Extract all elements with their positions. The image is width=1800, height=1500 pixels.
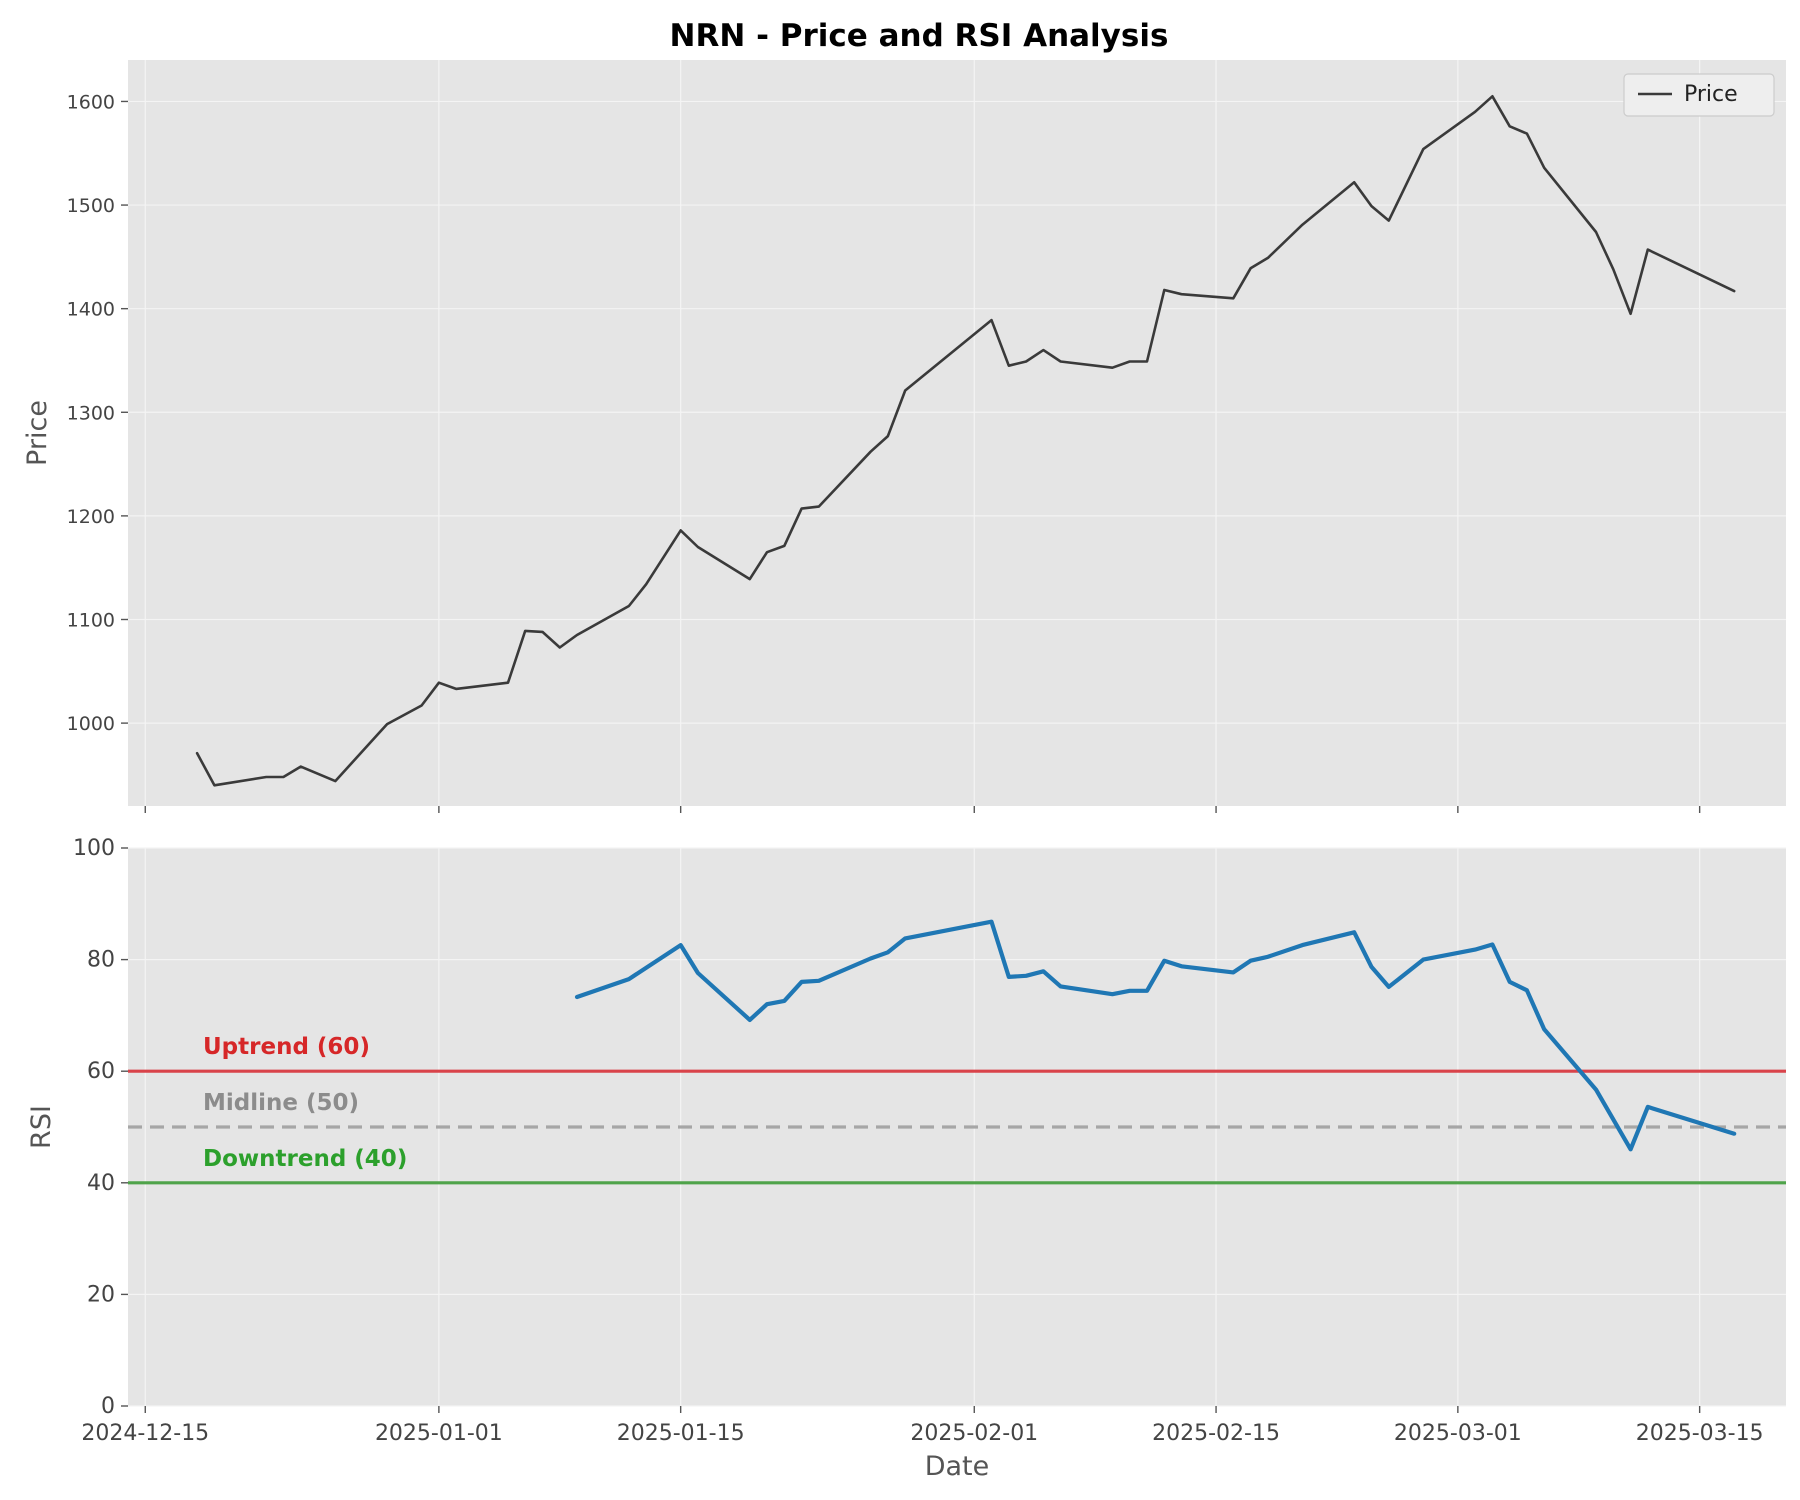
series-line-price (195, 95, 1736, 787)
legend-entry-price: Price (1684, 82, 1738, 107)
x-tick-label: 2025-01-01 (375, 1421, 503, 1446)
threshold-label: Midline (50) (203, 1090, 359, 1116)
x-tick-label: 2025-02-15 (1152, 1421, 1280, 1446)
price-y-ticks: 1000 1100 1200 1300 1400 1500 1600 (67, 91, 128, 735)
y-tick-label: 60 (87, 1059, 115, 1084)
y-tick-label: 1000 (67, 713, 115, 735)
y-tick-label: 100 (73, 836, 115, 861)
y-tick-label: 0 (101, 1394, 115, 1419)
price-y-axis-label: Price (22, 400, 53, 466)
rsi-x-ticks: 2024-12-15 2025-01-01 2025-01-15 2025-02-01… (81, 1406, 1764, 1446)
rsi-y-ticks: 0 20 40 60 80 100 (73, 836, 128, 1419)
legend-box (1623, 73, 1775, 117)
y-tick-label: 1300 (67, 402, 115, 424)
price-gridlines (128, 60, 1786, 806)
threshold-label: Downtrend (40) (203, 1146, 407, 1172)
price-legend: Price (1623, 73, 1775, 117)
y-tick-label: 1100 (67, 610, 115, 632)
x-tick-label: 2025-02-01 (910, 1421, 1038, 1446)
x-tick-label: 2025-01-15 (617, 1421, 745, 1446)
y-tick-label: 1200 (67, 506, 115, 528)
x-tick-label: 2024-12-15 (81, 1421, 209, 1446)
series-line-rsi (574, 919, 1737, 1152)
y-tick-label: 80 (87, 948, 115, 973)
y-tick-label: 1500 (67, 195, 115, 217)
price-panel: 1000 1100 1200 1300 1400 1500 1600 Price Price (22, 60, 1786, 813)
rsi-panel: 0 20 40 60 80 100 2024-12-15 2025-01-01 2025-01… (26, 836, 1786, 1482)
rsi-threshold-lines: Uptrend (60) Midline (50) Downtrend (40) (128, 1034, 1786, 1185)
price-panel-background (128, 60, 1786, 806)
y-tick-label: 20 (87, 1282, 115, 1307)
rsi-series (574, 919, 1737, 1152)
x-axis-label: Date (925, 1451, 990, 1482)
y-tick-label: 40 (87, 1171, 115, 1196)
x-tick-label: 2025-03-01 (1394, 1421, 1522, 1446)
chart-title: NRN - Price and RSI Analysis (670, 18, 1169, 54)
price-series (195, 95, 1736, 787)
y-tick-label: 1400 (67, 299, 115, 321)
x-tick-label: 2025-03-15 (1636, 1421, 1764, 1446)
rsi-y-axis-label: RSI (26, 1105, 57, 1149)
y-tick-label: 1600 (67, 91, 115, 113)
threshold-label: Uptrend (60) (203, 1034, 370, 1060)
price-x-ticks (144, 806, 1701, 813)
